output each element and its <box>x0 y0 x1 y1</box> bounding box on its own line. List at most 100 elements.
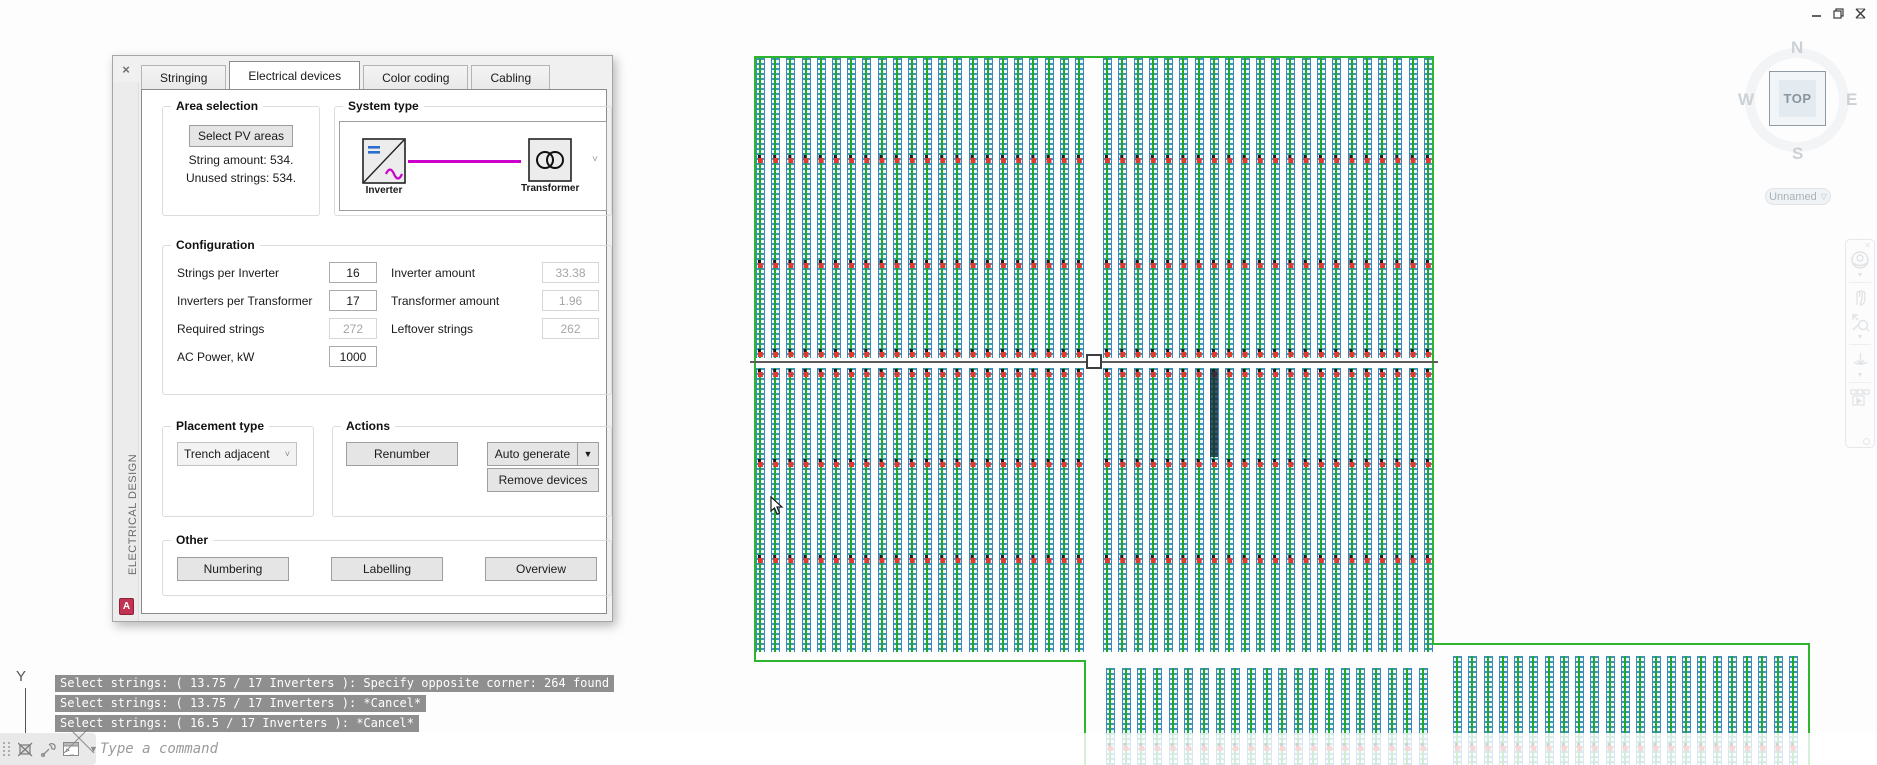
pv-string-block[interactable] <box>1103 368 1433 652</box>
pv-string-block[interactable] <box>756 368 1084 652</box>
viewcube-north[interactable]: N <box>1791 38 1804 57</box>
pv-string[interactable] <box>786 58 795 358</box>
pv-string[interactable] <box>1309 668 1318 765</box>
pv-string[interactable] <box>1325 668 1334 765</box>
pv-string[interactable] <box>1409 58 1418 358</box>
auto-generate-dropdown-icon[interactable]: ▼ <box>577 442 599 466</box>
config-input-ac-power-kw[interactable]: 1000 <box>329 346 377 367</box>
pv-string[interactable] <box>1286 58 1295 358</box>
pv-string[interactable] <box>1241 368 1250 652</box>
pv-string[interactable] <box>1179 58 1188 358</box>
pv-string[interactable] <box>1075 368 1084 652</box>
viewcube-east[interactable]: E <box>1846 90 1858 109</box>
pv-string[interactable] <box>953 368 962 652</box>
pv-string[interactable] <box>1045 58 1054 358</box>
pv-string[interactable] <box>802 58 811 358</box>
pv-string[interactable] <box>893 368 902 652</box>
pv-string[interactable] <box>1514 656 1523 765</box>
pv-string[interactable] <box>1409 368 1418 652</box>
pv-string[interactable] <box>1743 656 1752 765</box>
pv-string[interactable] <box>1122 668 1131 765</box>
pv-string[interactable] <box>1075 58 1084 358</box>
pv-string[interactable] <box>1118 368 1127 652</box>
navbar-options-icon[interactable] <box>1863 438 1870 445</box>
pv-string[interactable] <box>1621 656 1630 765</box>
pv-string[interactable] <box>1728 656 1737 765</box>
config-input-strings-per-inverter[interactable]: 16 <box>329 262 377 283</box>
pv-string[interactable] <box>1667 656 1676 765</box>
pv-string[interactable] <box>1453 656 1462 765</box>
pv-string[interactable] <box>1348 58 1357 358</box>
pv-string[interactable] <box>1294 668 1303 765</box>
pv-string[interactable] <box>862 368 871 652</box>
navbar-close-icon[interactable]: ✕ <box>1864 241 1871 250</box>
pv-string[interactable] <box>908 58 917 358</box>
pv-string[interactable] <box>1682 656 1691 765</box>
pv-string[interactable] <box>999 368 1008 652</box>
orbit-icon[interactable] <box>1849 349 1871 371</box>
tab-electrical-devices[interactable]: Electrical devices <box>229 61 361 89</box>
pv-string[interactable] <box>1378 368 1387 652</box>
pv-string[interactable] <box>1153 668 1162 765</box>
pv-string[interactable] <box>1103 58 1112 358</box>
config-input-inverters-per-transformer[interactable]: 17 <box>329 290 377 311</box>
placement-type-dropdown[interactable]: Trench adjacent ˅ <box>177 442 297 466</box>
showmotion-icon[interactable] <box>1849 387 1871 409</box>
pv-string[interactable] <box>1271 368 1280 652</box>
pv-string[interactable] <box>923 368 932 652</box>
viewcube-south[interactable]: S <box>1792 144 1804 163</box>
pv-string[interactable] <box>802 368 811 652</box>
coordinate-system-dropdown[interactable]: Unnamed ▽ <box>1765 188 1831 205</box>
pv-string[interactable] <box>771 58 780 358</box>
pv-string[interactable] <box>817 368 826 652</box>
pv-string[interactable] <box>1332 368 1341 652</box>
pv-string[interactable] <box>938 368 947 652</box>
pv-string[interactable] <box>908 368 917 652</box>
pv-string[interactable] <box>1118 58 1127 358</box>
pv-string[interactable] <box>1419 668 1428 765</box>
tab-color-coding[interactable]: Color coding <box>363 65 469 89</box>
pv-string[interactable] <box>1060 368 1069 652</box>
pv-string[interactable] <box>878 368 887 652</box>
pv-string[interactable] <box>1164 368 1173 652</box>
pv-string-block[interactable] <box>756 58 1084 358</box>
labelling-button[interactable]: Labelling <box>331 557 443 581</box>
pv-string[interactable] <box>1468 656 1477 765</box>
pv-string[interactable] <box>938 58 947 358</box>
pv-string[interactable] <box>984 58 993 358</box>
pv-string[interactable] <box>1302 58 1311 358</box>
pv-string-block[interactable] <box>1103 58 1433 358</box>
pv-string[interactable] <box>1378 58 1387 358</box>
pv-string[interactable] <box>953 58 962 358</box>
pv-string[interactable] <box>1332 58 1341 358</box>
pv-string[interactable] <box>1499 656 1508 765</box>
pv-string[interactable] <box>1210 368 1219 652</box>
tab-cabling[interactable]: Cabling <box>471 65 551 89</box>
pv-string[interactable] <box>1372 668 1381 765</box>
viewcube-top-face[interactable]: TOP <box>1769 71 1826 126</box>
pv-string[interactable] <box>1184 668 1193 765</box>
pv-string[interactable] <box>832 58 841 358</box>
pv-string[interactable] <box>1225 368 1234 652</box>
pv-string[interactable] <box>1652 656 1661 765</box>
restore-icon[interactable] <box>1832 7 1845 20</box>
pv-string[interactable] <box>817 58 826 358</box>
minimize-icon[interactable] <box>1810 7 1823 20</box>
pv-string[interactable] <box>1179 368 1188 652</box>
pv-string[interactable] <box>1263 668 1272 765</box>
chevron-down-icon[interactable]: ▼ <box>1856 372 1864 379</box>
pv-string[interactable] <box>1363 368 1372 652</box>
pv-string[interactable] <box>756 368 765 652</box>
auto-generate-button[interactable]: Auto generate <box>487 442 577 466</box>
pv-string[interactable] <box>847 58 856 358</box>
pv-string[interactable] <box>1403 668 1412 765</box>
pv-string[interactable] <box>1575 656 1584 765</box>
pv-string[interactable] <box>1271 58 1280 358</box>
pv-string[interactable] <box>1247 668 1256 765</box>
recent-commands-chevron-icon[interactable]: ▼ <box>89 744 98 754</box>
pv-string[interactable] <box>1636 656 1645 765</box>
pv-string[interactable] <box>1348 368 1357 652</box>
pv-string[interactable] <box>1241 58 1250 358</box>
pv-string[interactable] <box>1045 368 1054 652</box>
